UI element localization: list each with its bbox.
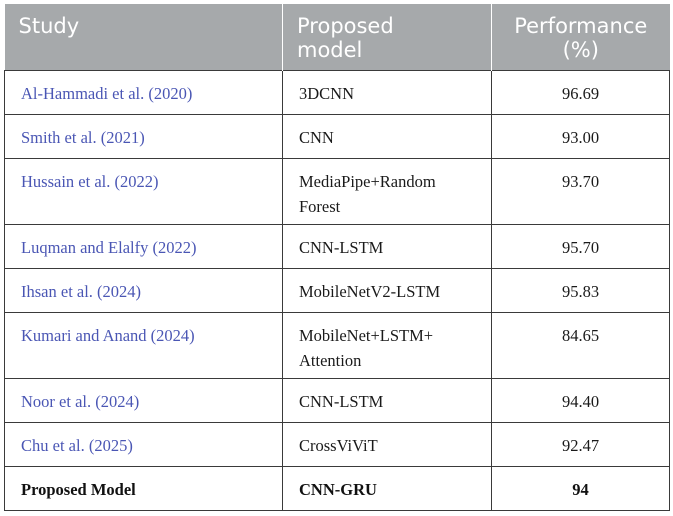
performance-cell: 92.47 [491,422,670,467]
study-cell: Proposed Model [4,466,283,511]
model-line1: MediaPipe+Random [299,172,436,191]
model-cell: MediaPipe+Random Forest [282,158,492,225]
model-cell: MobileNet+LSTM+ Attention [282,312,492,379]
comparison-table-container: Study Proposed model Performance (%) Al-Ha… [4,4,670,511]
header-model: Proposed model [282,4,492,71]
table-header: Study Proposed model Performance (%) [4,4,670,71]
model-cell: CNN-LSTM [282,224,492,269]
table-row-proposed: Proposed Model CNN-GRU 94 [4,466,670,511]
study-cell[interactable]: Kumari and Anand (2024) [4,312,283,379]
model-cell: CrossViViT [282,422,492,467]
study-cell[interactable]: Hussain et al. (2022) [4,158,283,225]
study-cell[interactable]: Al-Hammadi et al. (2020) [4,70,283,115]
model-cell: CNN-LSTM [282,378,492,423]
model-line1: MobileNetV2-LSTM [299,282,441,301]
study-cell[interactable]: Smith et al. (2021) [4,114,283,159]
model-line1: CNN-LSTM [299,392,384,411]
header-model-line2: model [297,38,363,62]
performance-cell: 95.83 [491,268,670,313]
performance-cell: 84.65 [491,312,670,379]
model-cell: MobileNetV2-LSTM [282,268,492,313]
study-cell[interactable]: Ihsan et al. (2024) [4,268,283,313]
model-line1: CNN-LSTM [299,238,384,257]
comparison-table: Study Proposed model Performance (%) Al-Ha… [4,4,670,511]
header-row: Study Proposed model Performance (%) [4,4,670,71]
header-model-line1: Proposed [297,14,394,38]
study-cell[interactable]: Luqman and Elalfy (2022) [4,224,283,269]
table-row: Hussain et al. (2022) MediaPipe+Random Fo… [4,158,670,225]
header-study-label: Study [18,14,80,38]
table-row: Luqman and Elalfy (2022) CNN-LSTM 95.70 [4,224,670,269]
performance-cell: 94 [491,466,670,511]
model-line1: 3DCNN [299,84,355,103]
model-cell: CNN [282,114,492,159]
performance-cell: 94.40 [491,378,670,423]
model-cell: 3DCNN [282,70,492,115]
model-line1: CrossViViT [299,436,378,455]
study-cell[interactable]: Noor et al. (2024) [4,378,283,423]
header-perf-line1: Performance [514,14,648,38]
table-row: Al-Hammadi et al. (2020) 3DCNN 96.69 [4,70,670,115]
table-row: Kumari and Anand (2024) MobileNet+LSTM+ A… [4,312,670,379]
table-row: Chu et al. (2025) CrossViViT 92.47 [4,422,670,467]
table-row: Smith et al. (2021) CNN 93.00 [4,114,670,159]
model-line1: CNN-GRU [299,480,377,499]
header-perf-line2: (%) [562,38,599,62]
model-cell: CNN-GRU [282,466,492,511]
study-cell[interactable]: Chu et al. (2025) [4,422,283,467]
table-body: Al-Hammadi et al. (2020) 3DCNN 96.69 Smi… [4,70,670,511]
header-study: Study [4,4,283,71]
performance-cell: 93.70 [491,158,670,225]
table-row: Noor et al. (2024) CNN-LSTM 94.40 [4,378,670,423]
table-row: Ihsan et al. (2024) MobileNetV2-LSTM 95.… [4,268,670,313]
header-performance: Performance (%) [491,4,670,71]
model-line2: Attention [299,351,362,370]
performance-cell: 96.69 [491,70,670,115]
performance-cell: 95.70 [491,224,670,269]
model-line1: CNN [299,128,334,147]
model-line1: MobileNet+LSTM+ [299,326,434,345]
performance-cell: 93.00 [491,114,670,159]
model-line2: Forest [299,197,341,216]
